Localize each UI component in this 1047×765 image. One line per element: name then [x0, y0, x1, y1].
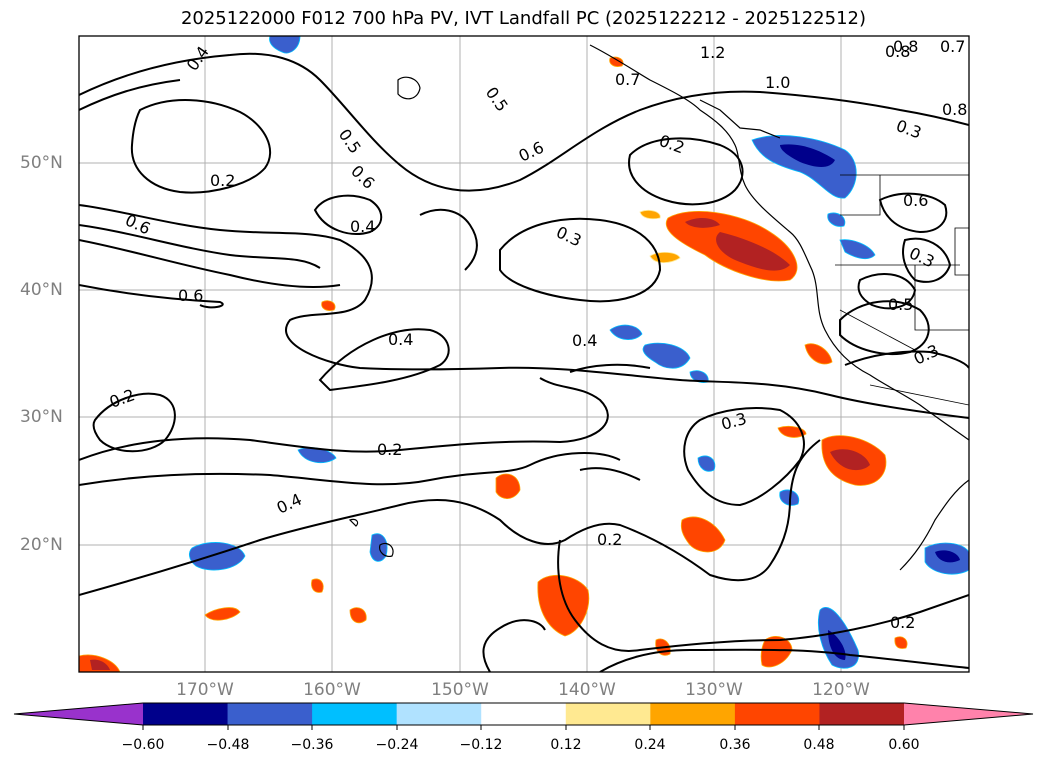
contour-label: 0.2 — [107, 385, 137, 412]
contour-label: 1.2 — [700, 43, 725, 62]
colorbar-tick-label: −0.24 — [375, 737, 419, 753]
contour-label: 0.3 — [894, 116, 924, 143]
contour-label: 0.3 — [553, 222, 584, 250]
contour-label: 0.7 — [615, 70, 640, 89]
colorbar-tick-label: 0.24 — [634, 737, 666, 753]
contour-label: 0.2 — [890, 613, 915, 632]
contour-label: 0.5 — [335, 125, 365, 157]
colorbar-extend-low — [14, 703, 143, 725]
colorbar-cell — [481, 703, 567, 725]
colorbar-cell — [396, 703, 482, 725]
contour-label: 0.8 — [885, 42, 910, 61]
lon-label: 130°W — [685, 680, 743, 700]
lat-label: 20°N — [20, 535, 63, 555]
graticule — [79, 36, 969, 672]
contour-label: 0.6 — [347, 161, 378, 192]
lon-label: 160°W — [303, 680, 361, 700]
lat-label: 30°N — [20, 407, 63, 427]
contour-label: 0.4 — [388, 330, 413, 349]
map-frame — [78, 35, 970, 673]
contour-label: 0.7 — [940, 37, 965, 56]
colorbar-tick-label: 0.12 — [550, 737, 582, 753]
colorbar-tick-label: −0.36 — [290, 737, 334, 753]
contour-label: 0.2 — [657, 131, 687, 158]
colorbar-tick-label: −0.12 — [459, 737, 503, 753]
colorbar-cell — [819, 703, 905, 725]
figure-title: 2025122000 F012 700 hPa PV, IVT Landfall… — [180, 8, 867, 29]
lon-label: 120°W — [812, 680, 870, 700]
colorbar-cells — [143, 703, 905, 725]
contour-label: 0.6 — [178, 286, 203, 305]
colorbar-ticks — [142, 725, 905, 730]
contour-label: 0.4 — [183, 43, 213, 75]
map-area — [79, 36, 969, 672]
colorbar-cell — [143, 703, 229, 725]
colorbar-tick-label: −0.48 — [206, 737, 250, 753]
pv-negative-anomaly — [751, 135, 857, 199]
colorbar — [13, 702, 1034, 730]
contour-label: 0.3 — [911, 341, 942, 369]
contour-label: 0.6 — [903, 191, 928, 210]
contour-label: 0.3 — [906, 243, 937, 271]
colorbar-extend-high — [904, 703, 1033, 725]
lon-label: 170°W — [176, 680, 234, 700]
contour-label: 0.8 — [942, 100, 967, 119]
lon-label: 150°W — [431, 680, 489, 700]
contour-label: 0.4 — [572, 331, 597, 350]
lat-label: 50°N — [20, 153, 63, 173]
colorbar-tick-label: 0.48 — [803, 737, 835, 753]
lon-label: 140°W — [558, 680, 616, 700]
contour-label: 0.6 — [516, 138, 547, 166]
colorbar-tick-label: −0.60 — [121, 737, 165, 753]
contour-label: 0.4 — [350, 217, 375, 236]
colorbar-cell — [312, 703, 398, 725]
contour-label: 1.0 — [765, 73, 790, 92]
colorbar-cell — [734, 703, 820, 725]
colorbar-cell — [565, 703, 651, 725]
contour-label: 0.4 — [274, 490, 305, 518]
contour-label: 0.5 — [888, 295, 913, 314]
colorbar-cell — [227, 703, 313, 725]
colorbar-tick-label: 0.36 — [719, 737, 751, 753]
colorbar-cell — [650, 703, 736, 725]
colorbar-tick-label: 0.60 — [888, 737, 920, 753]
pv-fill-layer — [79, 36, 969, 672]
contour-label: 0.2 — [597, 530, 622, 549]
lat-label: 40°N — [20, 280, 63, 300]
contour-label: 0.8 — [893, 37, 918, 56]
contour-label: 0.2 — [210, 171, 235, 190]
contour-label: 0.2 — [377, 440, 402, 459]
borders — [835, 174, 969, 406]
pv-contours — [79, 52, 969, 672]
contour-label: 0.5 — [482, 83, 512, 115]
coastlines — [348, 44, 969, 571]
